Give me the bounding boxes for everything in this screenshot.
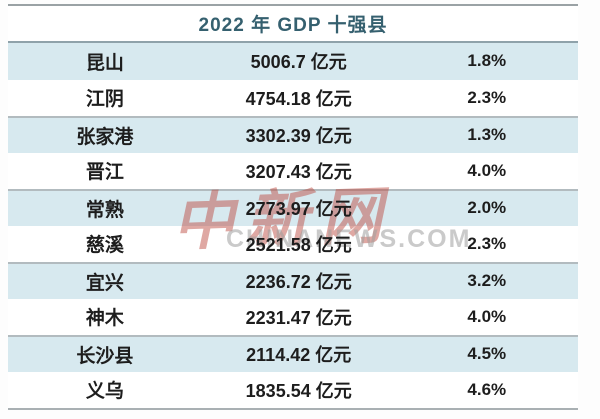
- gdp-value-cell: 1835.54 亿元: [245, 380, 352, 401]
- table-bottom-border: [8, 408, 578, 410]
- county-name-cell: 宜兴: [85, 272, 124, 294]
- growth-rate-cell: 2.3%: [467, 87, 507, 107]
- table-row: 常熟 2773.97 亿元 2.0%: [8, 189, 578, 226]
- gdp-value-cell: 4754.18 亿元: [245, 88, 352, 109]
- table-row: 慈溪 2521.58 亿元 2.3%: [8, 225, 578, 262]
- county-name-cell: 晋江: [85, 162, 124, 184]
- growth-rate-cell: 4.5%: [467, 344, 507, 364]
- table-row: 神木 2231.47 亿元 4.0%: [8, 298, 578, 335]
- growth-rate-cell: 3.2%: [467, 271, 507, 291]
- gdp-value-cell: 3207.43 亿元: [245, 161, 352, 182]
- growth-rate-cell: 1.8%: [467, 51, 507, 71]
- gdp-value-cell: 2236.72 亿元: [245, 272, 352, 293]
- table-top-border: [8, 4, 578, 6]
- table-row: 昆山 5006.7 亿元 1.8%: [8, 43, 578, 80]
- gdp-value-cell: 3302.39 亿元: [245, 126, 352, 147]
- growth-rate-cell: 1.3%: [467, 125, 507, 145]
- county-name-cell: 神木: [85, 308, 124, 330]
- county-name-cell: 义乌: [85, 381, 124, 403]
- table-row: 义乌 1835.54 亿元 4.6%: [8, 371, 578, 408]
- county-name-cell: 常熟: [85, 199, 124, 221]
- table-row: 长沙县 2114.42 亿元 4.5%: [8, 335, 578, 372]
- gdp-value-cell: 2773.97 亿元: [245, 199, 352, 220]
- gdp-value-cell: 2521.58 亿元: [245, 234, 352, 255]
- table-row: 张家港 3302.39 亿元 1.3%: [8, 116, 578, 153]
- county-name-cell: 张家港: [76, 126, 134, 148]
- growth-rate-cell: 2.0%: [467, 198, 507, 218]
- gdp-value-cell: 5006.7 亿元: [250, 52, 347, 73]
- table-row: 江阴 4754.18 亿元 2.3%: [8, 79, 578, 116]
- gdp-value-cell: 2231.47 亿元: [245, 307, 352, 328]
- table-title: 2022 年 GDP 十强县: [198, 15, 388, 36]
- gdp-value-cell: 2114.42 亿元: [246, 345, 352, 366]
- county-name-cell: 慈溪: [85, 235, 124, 257]
- growth-rate-cell: 4.6%: [467, 379, 507, 399]
- table-row: 宜兴 2236.72 亿元 3.2%: [8, 262, 578, 299]
- growth-rate-cell: 4.0%: [467, 160, 507, 180]
- growth-rate-cell: 2.3%: [467, 233, 507, 253]
- county-name-cell: 江阴: [85, 89, 124, 111]
- table-row: 晋江 3207.43 亿元 4.0%: [8, 152, 578, 189]
- growth-rate-cell: 4.0%: [467, 306, 507, 326]
- gdp-table-body: 昆山 5006.7 亿元 1.8% 江阴 4754.18 亿元 2.3% 张家港 3302.3…: [8, 43, 578, 408]
- title-bottom-border: [8, 41, 578, 43]
- county-name-cell: 长沙县: [76, 345, 134, 367]
- county-name-cell: 昆山: [85, 52, 124, 74]
- table-title-bar: 2022 年 GDP 十强县: [8, 6, 578, 41]
